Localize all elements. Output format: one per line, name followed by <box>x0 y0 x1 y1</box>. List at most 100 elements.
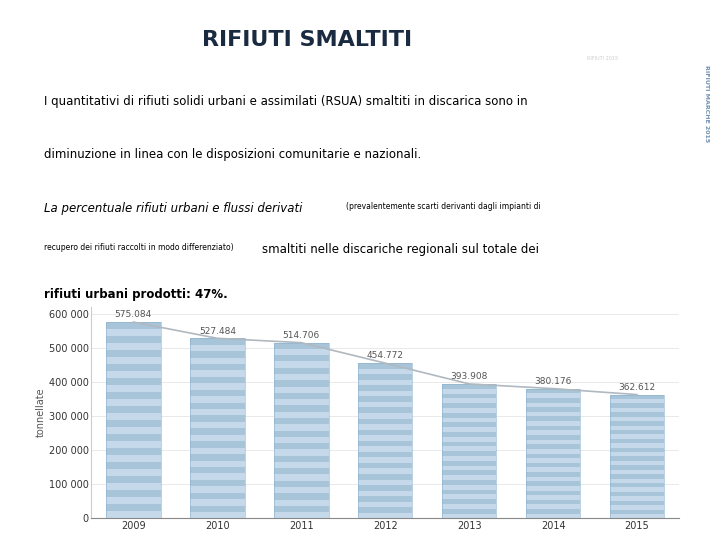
Bar <box>442 470 496 475</box>
Bar <box>106 490 161 497</box>
Bar <box>190 486 245 492</box>
Bar <box>526 407 580 412</box>
Bar <box>442 403 496 408</box>
Bar <box>190 435 245 441</box>
Bar <box>610 470 665 474</box>
Bar <box>106 322 161 329</box>
Bar <box>526 449 580 454</box>
Bar <box>274 355 328 361</box>
Bar <box>358 380 413 386</box>
Bar <box>526 444 580 449</box>
Bar <box>190 480 245 486</box>
Bar <box>274 406 328 411</box>
Bar <box>610 395 665 518</box>
Bar <box>190 467 245 474</box>
Bar <box>190 474 245 480</box>
Bar <box>358 413 413 418</box>
Bar <box>442 456 496 461</box>
Bar <box>274 462 328 468</box>
Bar <box>526 389 580 393</box>
Bar <box>274 374 328 380</box>
Bar <box>274 456 328 462</box>
Bar <box>442 499 496 504</box>
Bar <box>442 485 496 490</box>
Bar <box>274 424 328 430</box>
Bar <box>358 474 413 480</box>
Bar <box>358 502 413 507</box>
Bar <box>442 509 496 514</box>
Bar <box>526 435 580 440</box>
Text: La percentuale rifiuti urbani e flussi derivati: La percentuale rifiuti urbani e flussi d… <box>44 201 302 214</box>
Text: PREVENZIONE
PRODUZIONE
GESTIONE: PREVENZIONE PRODUZIONE GESTIONE <box>587 10 631 28</box>
Bar <box>442 465 496 470</box>
Bar <box>190 403 245 409</box>
Bar <box>358 507 413 513</box>
Bar <box>526 393 580 398</box>
Bar <box>610 412 665 417</box>
Bar <box>358 480 413 485</box>
Bar <box>526 514 580 518</box>
Bar <box>190 357 245 364</box>
Bar <box>526 458 580 463</box>
Text: 380.176: 380.176 <box>534 377 572 386</box>
Bar <box>190 370 245 377</box>
Bar <box>190 351 245 357</box>
Bar <box>442 451 496 456</box>
Bar <box>526 486 580 490</box>
Text: 454.772: 454.772 <box>366 352 404 360</box>
Bar <box>274 418 328 424</box>
Bar <box>526 468 580 472</box>
Bar <box>106 504 161 511</box>
Bar <box>106 413 161 420</box>
Bar <box>274 487 328 494</box>
Bar <box>358 441 413 447</box>
Bar <box>442 490 496 495</box>
Bar <box>106 434 161 441</box>
Bar <box>274 411 328 418</box>
Bar <box>442 461 496 465</box>
Bar <box>106 399 161 406</box>
Bar <box>106 483 161 490</box>
Text: (prevalentemente scarti derivanti dagli impianti di: (prevalentemente scarti derivanti dagli … <box>346 201 541 211</box>
Bar <box>106 357 161 364</box>
Bar <box>358 435 413 441</box>
Bar <box>358 386 413 391</box>
Bar <box>358 485 413 491</box>
Bar <box>442 437 496 442</box>
Bar <box>106 322 161 518</box>
Bar <box>106 392 161 399</box>
Bar <box>358 469 413 474</box>
Bar <box>274 399 328 406</box>
Bar <box>274 343 328 349</box>
Bar <box>526 412 580 416</box>
Bar <box>190 377 245 383</box>
Bar <box>610 448 665 452</box>
Bar <box>610 496 665 501</box>
Bar <box>526 463 580 468</box>
Bar <box>106 350 161 357</box>
Bar <box>190 396 245 403</box>
Bar <box>610 395 665 399</box>
Bar <box>442 408 496 413</box>
Bar <box>442 447 496 451</box>
Bar <box>190 383 245 390</box>
Bar <box>358 396 413 402</box>
Bar <box>358 463 413 469</box>
Text: 514.706: 514.706 <box>283 331 320 340</box>
Bar <box>526 509 580 514</box>
Text: diminuzione in linea con le disposizioni comunitarie e nazionali.: diminuzione in linea con le disposizioni… <box>44 148 421 161</box>
Bar <box>190 338 245 518</box>
Bar <box>106 406 161 413</box>
Bar <box>442 504 496 509</box>
Bar <box>106 329 161 336</box>
Bar <box>190 409 245 415</box>
Bar <box>526 477 580 481</box>
Bar <box>274 343 328 518</box>
Y-axis label: tonnellate: tonnellate <box>36 388 46 437</box>
Bar <box>442 495 496 499</box>
Bar <box>106 371 161 378</box>
Bar <box>526 504 580 509</box>
Bar <box>106 378 161 385</box>
Bar <box>442 427 496 432</box>
Bar <box>358 418 413 424</box>
